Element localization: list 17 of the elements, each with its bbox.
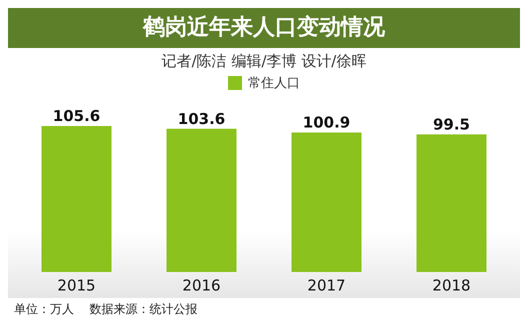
x-tick-label: 2015 — [57, 276, 96, 295]
bar — [42, 126, 112, 272]
title-banner: 鹤岗近年来人口变动情况 — [8, 8, 520, 48]
text: 单位：万人 数据来源：统计公报 — [13, 301, 198, 318]
chart-subtitle: 记者/陈洁 编辑/李博 设计/徐晖 — [160, 51, 368, 72]
legend-label: 常住人口 — [248, 75, 300, 92]
x-tick-label: 2016 — [182, 276, 221, 295]
data-label: 99.5 — [432, 115, 470, 134]
data-label: 103.6 — [178, 110, 226, 128]
data-label: 100.9 — [302, 114, 350, 132]
bar — [166, 128, 236, 272]
x-tick-label: 2018 — [432, 276, 471, 295]
chart-title: 鹤岗近年来人口变动情况 — [143, 15, 385, 40]
bar — [416, 134, 486, 272]
data-label: 105.6 — [52, 107, 100, 125]
bar — [292, 132, 362, 272]
x-tick-label: 2017 — [307, 276, 346, 295]
